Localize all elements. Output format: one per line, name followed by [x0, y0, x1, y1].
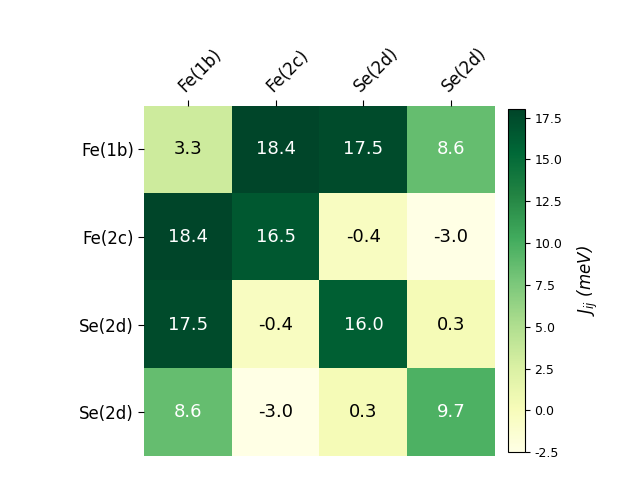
Text: -0.4: -0.4 [346, 228, 381, 246]
Text: 3.3: 3.3 [174, 140, 202, 158]
Text: 16.0: 16.0 [344, 316, 383, 334]
Text: 16.5: 16.5 [256, 228, 296, 246]
Text: 18.4: 18.4 [256, 140, 296, 158]
Text: 9.7: 9.7 [436, 403, 465, 421]
Text: 18.4: 18.4 [168, 228, 208, 246]
Text: 0.3: 0.3 [436, 316, 465, 334]
Text: 0.3: 0.3 [349, 403, 378, 421]
Text: -3.0: -3.0 [259, 403, 293, 421]
Text: -3.0: -3.0 [433, 228, 468, 246]
Y-axis label: $J_{ij}$ (meV): $J_{ij}$ (meV) [576, 245, 600, 316]
Text: 8.6: 8.6 [174, 403, 202, 421]
Text: 17.5: 17.5 [168, 316, 208, 334]
Text: -0.4: -0.4 [259, 316, 293, 334]
Text: 17.5: 17.5 [343, 140, 383, 158]
Text: 8.6: 8.6 [436, 140, 465, 158]
